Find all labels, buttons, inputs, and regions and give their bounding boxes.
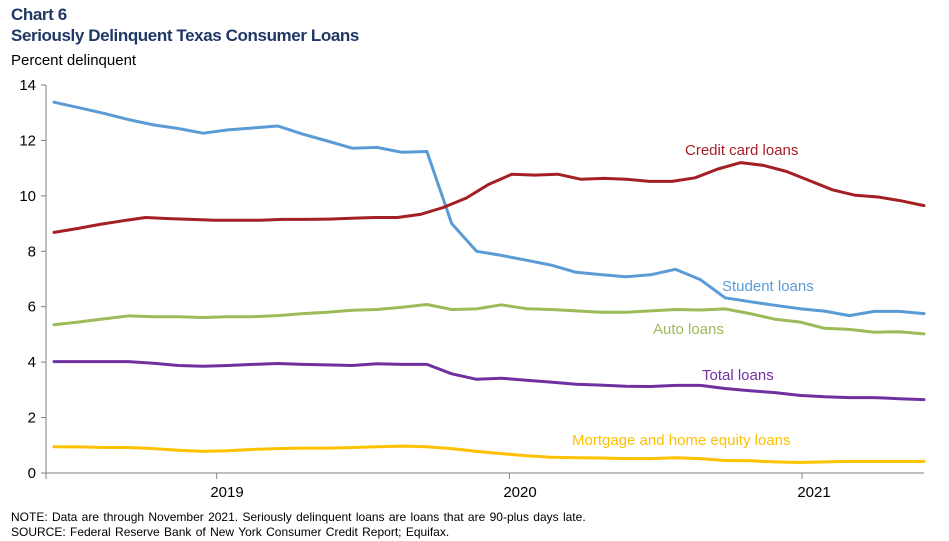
y-tick-label: 10 [19, 188, 36, 205]
y-tick-label: 14 [19, 77, 36, 94]
series-label-credit-card: Credit card loans [685, 142, 798, 159]
source-text: SOURCE: Federal Reserve Bank of New York… [11, 525, 450, 539]
footnotes: NOTE: Data are through November 2021. Se… [11, 510, 586, 540]
y-tick-label: 2 [28, 410, 36, 427]
series-line-credit-card [52, 161, 926, 234]
chart-title-block: Chart 6 Seriously Delinquent Texas Consu… [11, 4, 359, 46]
series-label-total: Total loans [702, 367, 774, 384]
note-text: NOTE: Data are through November 2021. Se… [11, 510, 586, 524]
series-label-auto: Auto loans [653, 321, 724, 338]
x-tick-label: 2020 [503, 484, 536, 501]
y-tick-label: 8 [28, 243, 36, 260]
series-line-total [52, 360, 926, 402]
series-label-student: Student loans [722, 278, 814, 295]
y-tick-label: 12 [19, 132, 36, 149]
x-tick-label: 2021 [797, 484, 830, 501]
y-axis-label: Percent delinquent [11, 52, 137, 69]
axes: 0 2 4 6 8 10 12 14 2019 2020 2021 [19, 77, 924, 501]
y-tick-label: 4 [28, 354, 36, 371]
series-line-mortgage [52, 444, 926, 464]
series-label-mortgage: Mortgage and home equity loans [572, 432, 790, 449]
chart-title: Seriously Delinquent Texas Consumer Loan… [11, 26, 359, 45]
series-line-student [52, 100, 926, 318]
y-tick-label: 6 [28, 299, 36, 316]
y-tick-label: 0 [28, 465, 36, 482]
chart-number: Chart 6 [11, 5, 67, 24]
series-line-auto [52, 303, 926, 336]
series-labels: Credit card loans Student loans Auto loans… [572, 142, 814, 449]
series-layer [52, 100, 926, 464]
x-tick-label: 2019 [210, 484, 243, 501]
